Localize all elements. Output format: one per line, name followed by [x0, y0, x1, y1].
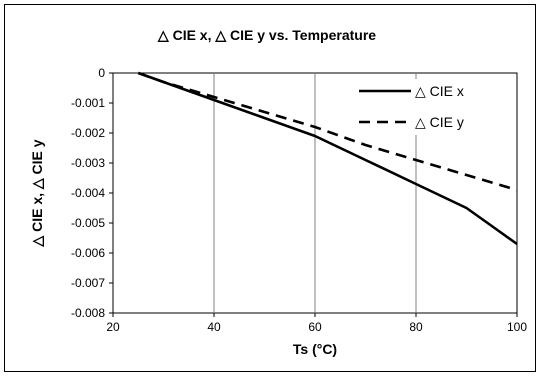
y-axis-ticks: 0 -0.001 -0.002 -0.003 -0.004 -0.005 -0.006 -0.…	[71, 66, 113, 320]
chart-title: △ CIE x, △ CIE y vs. Temperature	[157, 27, 376, 43]
x-axis-label: Ts (°C)	[293, 341, 337, 357]
y-tick-label: -0.004	[71, 186, 105, 200]
y-tick-label: -0.001	[71, 96, 105, 110]
y-tick-label: -0.008	[71, 306, 105, 320]
legend-label-cie-y: △ CIE y	[415, 114, 464, 130]
x-tick-label: 100	[507, 320, 527, 334]
series-line-cie-x	[137, 71, 518, 246]
x-tick-label: 80	[409, 320, 423, 334]
y-tick-label: -0.007	[71, 276, 105, 290]
y-axis-label: △ CIE x, △ CIE y	[29, 139, 45, 247]
chart-frame: △ CIE x, △ CIE y vs. Temperature 20 40 60 8…	[4, 4, 536, 372]
series-line-cie-y	[137, 71, 518, 192]
x-axis-ticks: 20 40 60 80 100	[106, 313, 527, 334]
y-tick-label: 0	[98, 66, 105, 80]
x-tick-label: 40	[207, 320, 221, 334]
legend-background	[355, 79, 515, 135]
y-tick-label: -0.002	[71, 126, 105, 140]
y-tick-label: -0.003	[71, 156, 105, 170]
y-tick-label: -0.006	[71, 246, 105, 260]
legend: △ CIE x △ CIE y	[355, 79, 515, 135]
chart-svg: △ CIE x, △ CIE y vs. Temperature 20 40 60 8…	[29, 27, 527, 357]
x-tick-label: 60	[308, 320, 322, 334]
x-tick-label: 20	[106, 320, 120, 334]
series-layer	[137, 71, 518, 246]
y-tick-label: -0.005	[71, 216, 105, 230]
legend-label-cie-x: △ CIE x	[415, 83, 464, 99]
